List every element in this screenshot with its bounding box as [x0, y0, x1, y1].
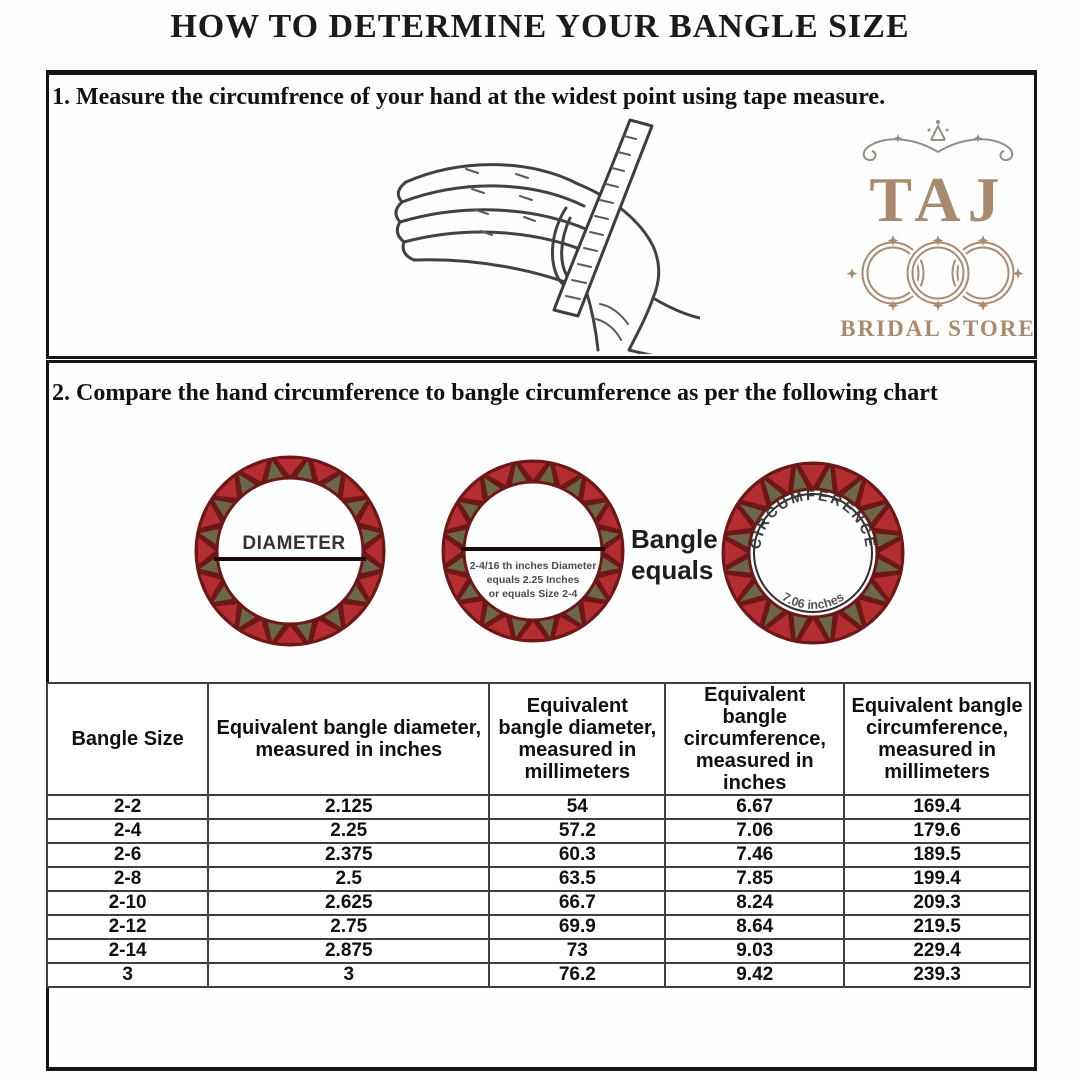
- table-cell: 2.375: [207, 842, 491, 868]
- table-cell: 2.25: [207, 818, 491, 844]
- table-row: 2-2 2.125 54 6.67 169.4: [45, 794, 1031, 820]
- table-cell: 2.5: [207, 866, 491, 892]
- taj-logo: TAJ BRIDAL STORE: [836, 116, 1040, 342]
- bangle-equals-label: Bangle equals: [631, 524, 718, 586]
- table-cell: 2-12: [45, 914, 210, 940]
- bangle-equals-line2: equals: [631, 555, 714, 585]
- table-cell: 6.67: [664, 794, 846, 820]
- logo-subtitle: BRIDAL STORE: [840, 316, 1036, 341]
- table-cell: 2-6: [45, 842, 210, 868]
- table-cell: 169.4: [843, 794, 1031, 820]
- table-cell: 229.4: [843, 938, 1031, 964]
- bangle-size-diagram: 2-4/16 th inches Diameter equals 2.25 In…: [441, 459, 625, 643]
- bangle-note-line2: equals 2.25 Inches: [487, 574, 580, 586]
- table-cell: 7.06: [664, 818, 846, 844]
- table-cell: 2-10: [45, 890, 210, 916]
- column-header: Equivalent bangle diameter, measured in …: [207, 682, 491, 796]
- table-cell: 8.64: [664, 914, 846, 940]
- table-cell: 2.125: [207, 794, 491, 820]
- table-row: 2-4 2.25 57.2 7.06 179.6: [45, 818, 1031, 844]
- table-cell: 3: [45, 962, 210, 988]
- table-cell: 7.46: [664, 842, 846, 868]
- bangle-equals-line1: Bangle: [631, 524, 718, 554]
- table-row: 2-12 2.75 69.9 8.64 219.5: [45, 914, 1031, 940]
- table-cell: 76.2: [488, 962, 667, 988]
- table-cell: 8.24: [664, 890, 846, 916]
- column-header: Equivalent bangle diameter, measured in …: [488, 682, 667, 796]
- table-row: 3 3 76.2 9.42 239.3: [45, 962, 1031, 988]
- logo-rings-icon: [846, 235, 1024, 311]
- table-cell: 7.85: [664, 866, 846, 892]
- table-cell: 209.3: [843, 890, 1031, 916]
- column-header: Equivalent bangle circumference, measure…: [664, 682, 846, 796]
- table-cell: 3: [207, 962, 491, 988]
- table-row: 2-8 2.5 63.5 7.85 199.4: [45, 866, 1031, 892]
- bangle-note-line1: 2-4/16 th inches Diameter: [470, 560, 597, 572]
- logo-flourish-icon: [862, 120, 1014, 162]
- table-cell: 60.3: [488, 842, 667, 868]
- step2-instruction: 2. Compare the hand circumference to ban…: [52, 380, 938, 406]
- page-title: HOW TO DETERMINE YOUR BANGLE SIZE: [170, 8, 910, 45]
- table-cell: 2.625: [207, 890, 491, 916]
- header-row: Bangle Size Equivalent bangle diameter, m…: [45, 682, 1031, 796]
- logo-brand: TAJ: [869, 164, 1007, 235]
- table-cell: 54: [488, 794, 667, 820]
- bangle-note-line3: or equals Size 2-4: [489, 588, 578, 600]
- svg-text:7.06 inches: 7.06 inches: [780, 590, 847, 612]
- table-cell: 2-8: [45, 866, 210, 892]
- table-cell: 239.3: [843, 962, 1031, 988]
- hand-tape-measure-illustration: [394, 118, 700, 354]
- table-cell: 2-4: [45, 818, 210, 844]
- column-header: Equivalent bangle circumference, measure…: [843, 682, 1031, 796]
- table-cell: 2-2: [45, 794, 210, 820]
- table-cell: 179.6: [843, 818, 1031, 844]
- table-cell: 66.7: [488, 890, 667, 916]
- table-cell: 219.5: [843, 914, 1031, 940]
- table-row: 2-6 2.375 60.3 7.46 189.5: [45, 842, 1031, 868]
- table-cell: 199.4: [843, 866, 1031, 892]
- table-cell: 2.875: [207, 938, 491, 964]
- bangle-diameter-diagram: DIAMETER: [194, 455, 386, 647]
- table-cell: 189.5: [843, 842, 1031, 868]
- table-cell: 57.2: [488, 818, 667, 844]
- size-table: Bangle Size Equivalent bangle diameter, m…: [45, 682, 1031, 988]
- step1-instruction: 1. Measure the circumfrence of your hand…: [52, 84, 886, 110]
- table-cell: 2.75: [207, 914, 491, 940]
- column-header: Bangle Size: [45, 682, 210, 796]
- table-cell: 63.5: [488, 866, 667, 892]
- bangle-circumference-diagram: CIRCUMFERENCE 7.06 inches: [721, 461, 905, 645]
- table-cell: 2-14: [45, 938, 210, 964]
- table-row: 2-10 2.625 66.7 8.24 209.3: [45, 890, 1031, 916]
- table-cell: 9.42: [664, 962, 846, 988]
- diameter-label: DIAMETER: [242, 533, 345, 554]
- circumference-value: 7.06 inches: [780, 590, 847, 612]
- table-cell: 73: [488, 938, 667, 964]
- table-cell: 69.9: [488, 914, 667, 940]
- table-row: 2-14 2.875 73 9.03 229.4: [45, 938, 1031, 964]
- inner-circle: [753, 493, 873, 613]
- table-cell: 9.03: [664, 938, 846, 964]
